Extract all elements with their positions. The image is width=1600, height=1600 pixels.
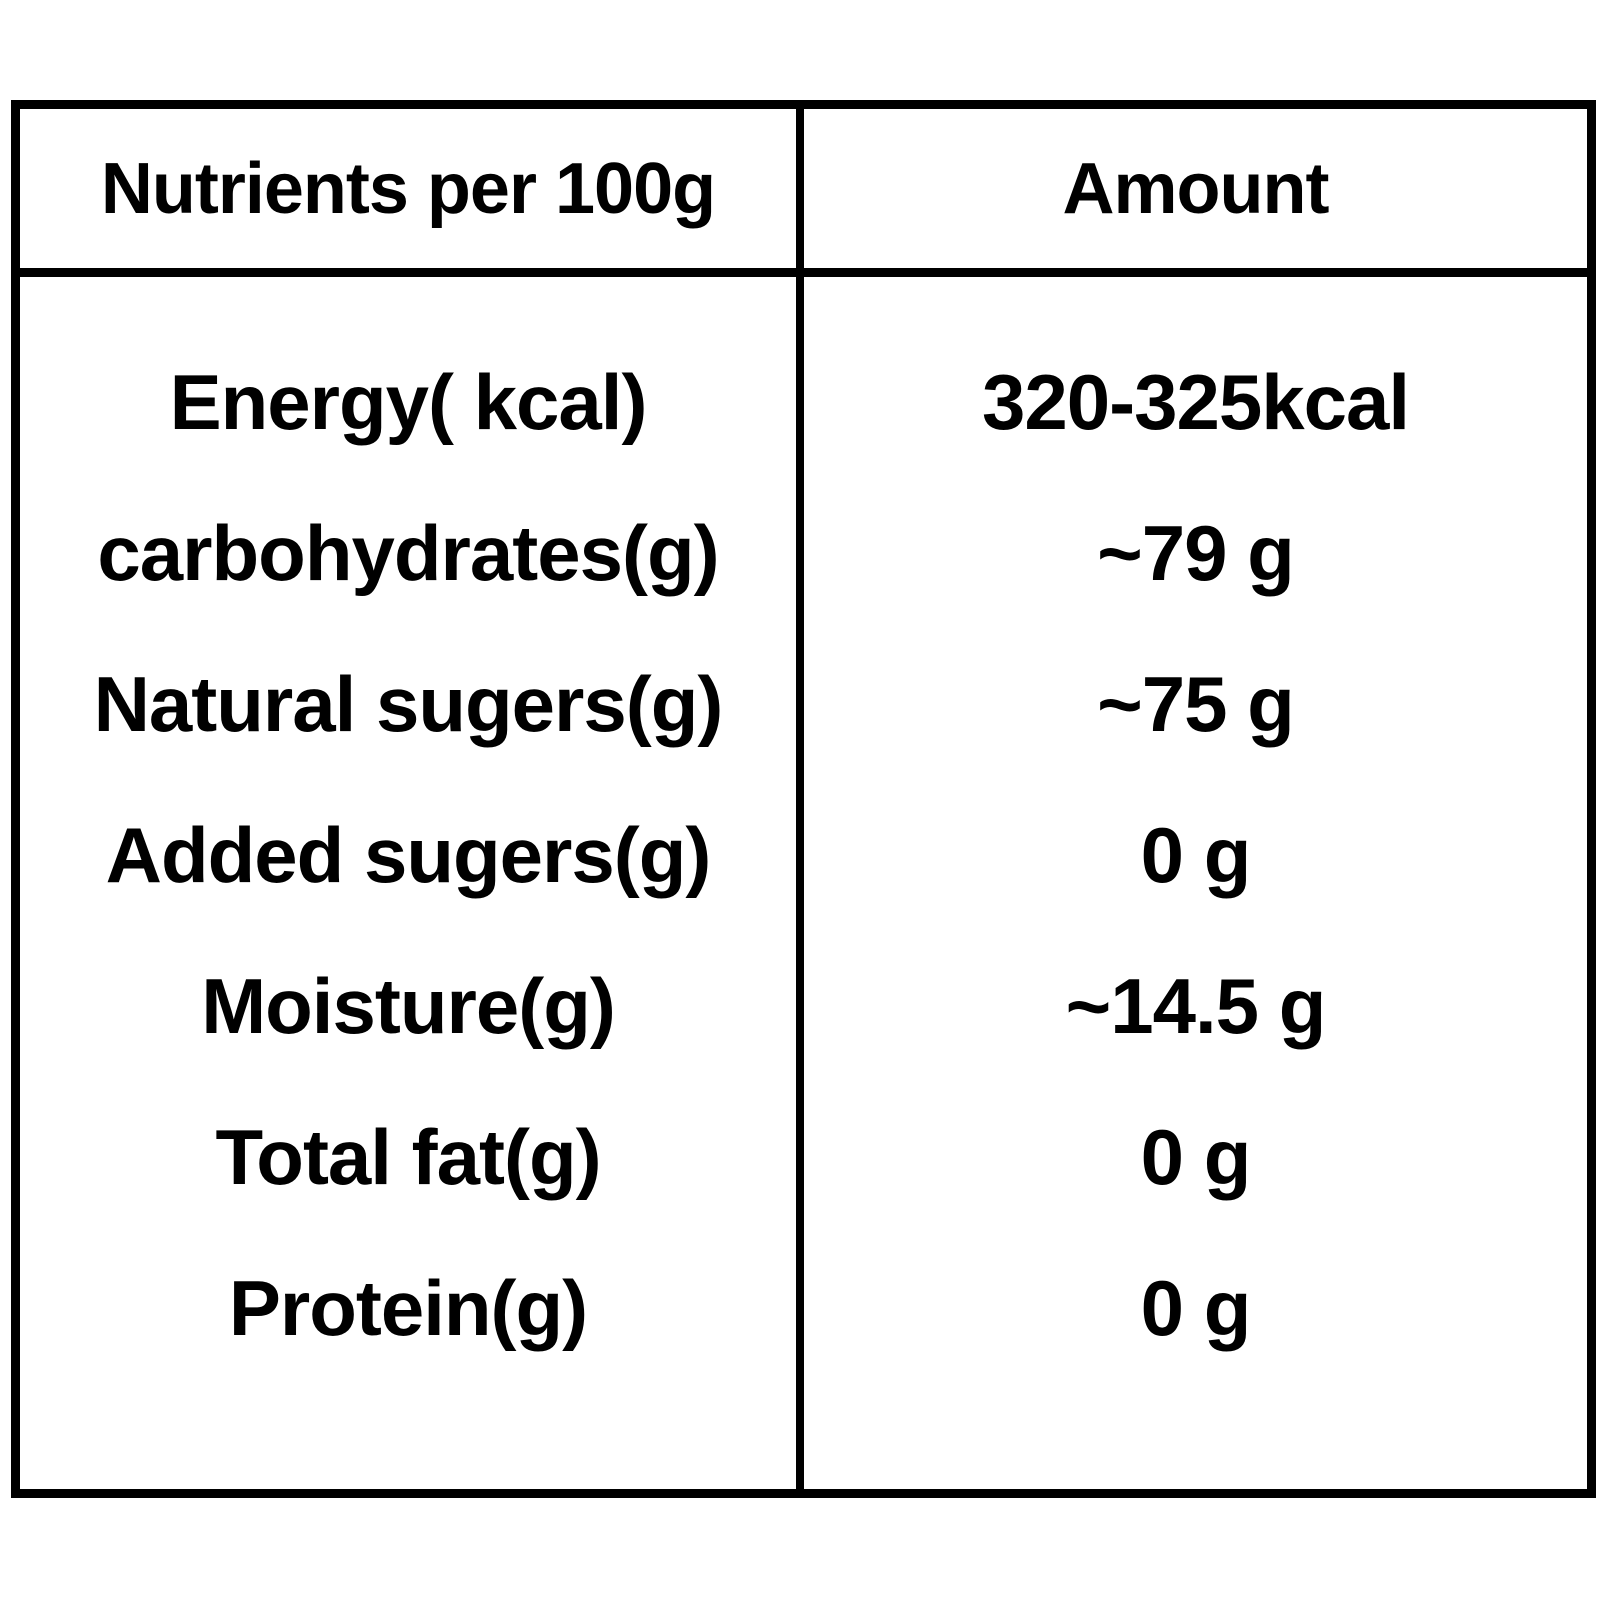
nutrient-cell: Total fat(g) [215, 1113, 601, 1201]
nutrient-cell: Energy( kcal) [169, 358, 648, 446]
table-body: Energy( kcal) carbohydrates(g) Natural sug… [20, 277, 1587, 1489]
nutrient-cell: Protein(g) [228, 1264, 588, 1352]
amount-column: 320-325kcal ~79 g ~75 g 0 g ~14.5 g 0 g 0 g [804, 277, 1587, 1489]
amount-cell: 0 g [1140, 811, 1252, 899]
amount-cell: 0 g [1140, 1264, 1252, 1352]
nutrient-column: Energy( kcal) carbohydrates(g) Natural sug… [20, 277, 804, 1489]
amount-cell: ~79 g [1097, 509, 1295, 597]
header-cell-nutrients: Nutrients per 100g [20, 109, 804, 268]
table-header-row: Nutrients per 100g Amount [20, 109, 1587, 277]
nutrient-cell: Added sugers(g) [105, 811, 712, 899]
amount-cell: 0 g [1140, 1113, 1252, 1201]
nutrient-cell: Natural sugers(g) [93, 660, 724, 748]
amount-cell: ~75 g [1097, 660, 1295, 748]
nutrient-cell: carbohydrates(g) [97, 509, 719, 597]
header-cell-amount: Amount [1062, 148, 1330, 229]
nutrient-cell: Moisture(g) [201, 962, 616, 1050]
nutrition-table: Nutrients per 100g Amount Energy( kcal) c… [11, 100, 1596, 1498]
amount-cell: ~14.5 g [1065, 962, 1327, 1050]
amount-cell: 320-325kcal [981, 358, 1410, 446]
